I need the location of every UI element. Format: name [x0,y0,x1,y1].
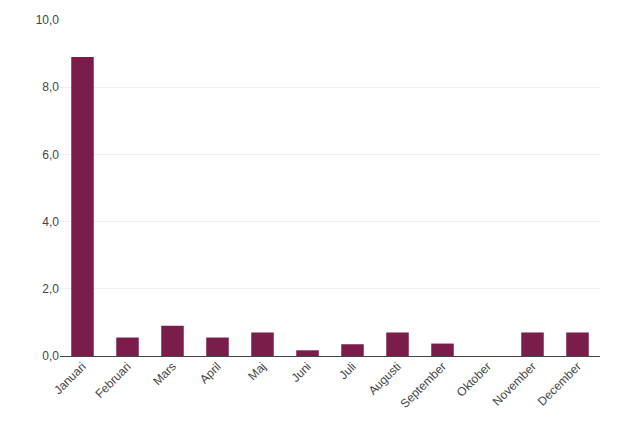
svg-text:Januari: Januari [51,359,89,397]
svg-text:6,0: 6,0 [42,148,59,162]
svg-text:Maj: Maj [245,359,269,383]
svg-text:November: November [490,359,539,408]
svg-text:Juni: Juni [288,359,313,384]
svg-text:8,0: 8,0 [42,80,59,94]
svg-text:0,0: 0,0 [42,349,59,363]
svg-text:September: September [397,359,448,410]
svg-text:Augusti: Augusti [366,359,404,397]
svg-text:10,0: 10,0 [36,13,60,27]
svg-text:Oktober: Oktober [454,359,494,399]
svg-text:Mars: Mars [150,359,179,388]
svg-text:Juli: Juli [336,359,359,382]
svg-text:Februari: Februari [92,359,133,400]
svg-text:December: December [535,359,584,408]
svg-text:April: April [197,359,224,386]
svg-text:4,0: 4,0 [42,215,59,229]
svg-text:2,0: 2,0 [42,282,59,296]
